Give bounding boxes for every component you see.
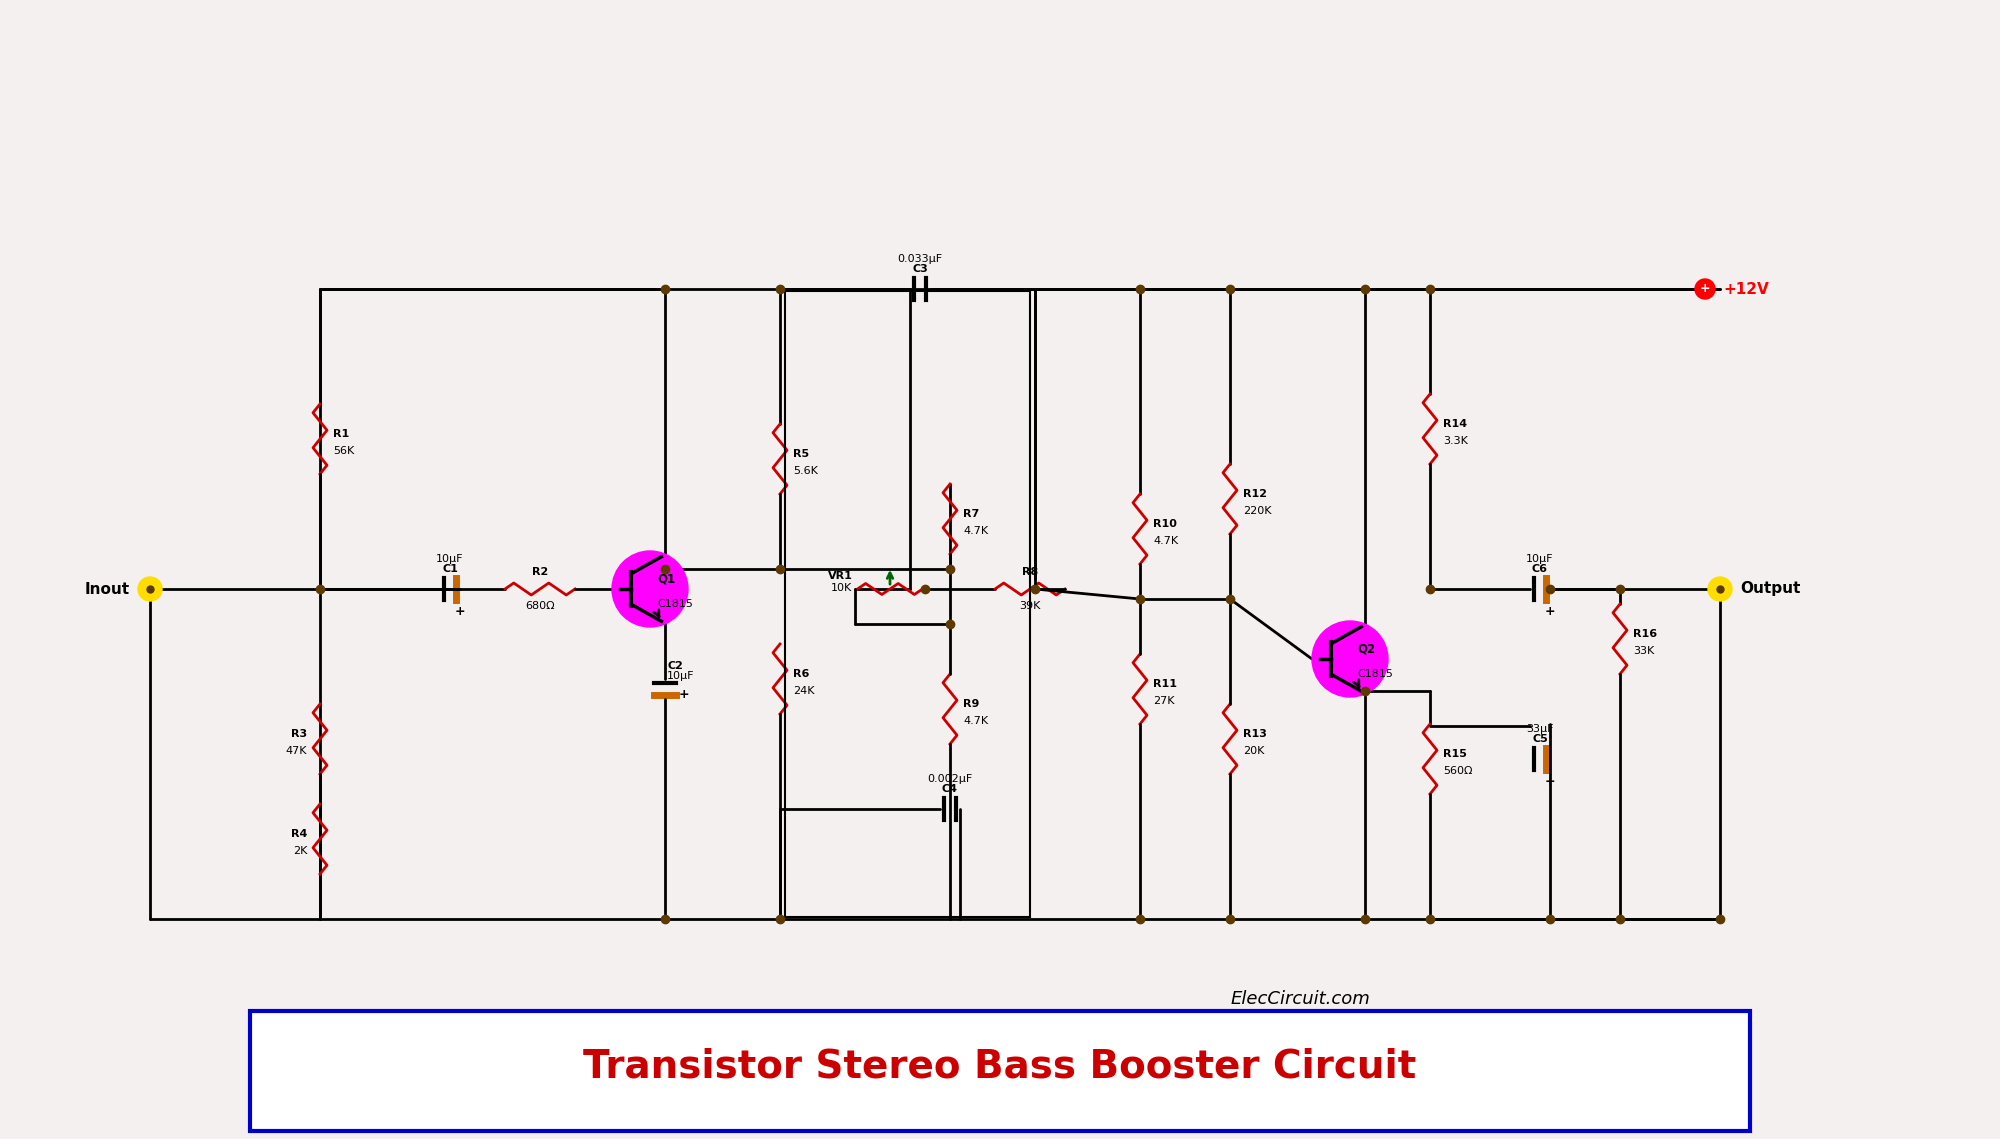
Text: Transistor Stereo Bass Booster Circuit: Transistor Stereo Bass Booster Circuit xyxy=(584,1048,1416,1085)
Text: R9: R9 xyxy=(964,699,980,708)
Text: R3: R3 xyxy=(290,729,308,739)
Text: C1: C1 xyxy=(442,564,458,574)
Text: +: + xyxy=(680,688,690,702)
Text: C1815: C1815 xyxy=(658,599,694,609)
Text: 560Ω: 560Ω xyxy=(1444,767,1472,776)
Text: C5: C5 xyxy=(1532,734,1548,744)
Text: R2: R2 xyxy=(532,567,548,577)
Text: 2K: 2K xyxy=(292,846,308,857)
Text: ElecCircuit.com: ElecCircuit.com xyxy=(1230,990,1370,1008)
Text: R8: R8 xyxy=(1022,567,1038,577)
Text: +12V: +12V xyxy=(1724,281,1768,296)
Text: 39K: 39K xyxy=(1020,601,1040,611)
Text: R11: R11 xyxy=(1152,679,1176,689)
Text: 33μF: 33μF xyxy=(1526,724,1554,734)
Text: C3: C3 xyxy=(912,264,928,274)
FancyBboxPatch shape xyxy=(250,1011,1750,1131)
Text: R16: R16 xyxy=(1632,629,1658,639)
Circle shape xyxy=(138,577,162,601)
Text: Inout: Inout xyxy=(84,582,130,597)
Text: 20K: 20K xyxy=(1244,746,1264,756)
Text: R5: R5 xyxy=(792,449,810,459)
Text: 0.033μF: 0.033μF xyxy=(898,254,942,264)
Text: 4.7K: 4.7K xyxy=(1152,536,1178,546)
Text: R12: R12 xyxy=(1244,489,1268,499)
Text: C2: C2 xyxy=(668,661,682,671)
Text: Output: Output xyxy=(1740,582,1800,597)
Text: VR1: VR1 xyxy=(828,571,852,581)
Text: 4.7K: 4.7K xyxy=(964,526,988,536)
Text: 10μF: 10μF xyxy=(1526,554,1554,564)
Text: 10K: 10K xyxy=(832,583,852,593)
Text: +: + xyxy=(454,605,466,618)
Text: Q1: Q1 xyxy=(658,572,676,585)
Circle shape xyxy=(1312,621,1388,697)
Circle shape xyxy=(1696,279,1716,300)
Text: 10μF: 10μF xyxy=(668,671,694,681)
Text: 4.7K: 4.7K xyxy=(964,716,988,726)
Text: 10μF: 10μF xyxy=(436,554,464,564)
Text: Q2: Q2 xyxy=(1358,642,1376,655)
Text: 27K: 27K xyxy=(1152,696,1174,706)
Text: C6: C6 xyxy=(1532,564,1548,574)
Text: 220K: 220K xyxy=(1244,506,1272,516)
Text: 5.6K: 5.6K xyxy=(792,466,818,476)
Text: 56K: 56K xyxy=(332,446,354,456)
Text: R4: R4 xyxy=(290,829,308,839)
Circle shape xyxy=(612,551,688,626)
Text: R7: R7 xyxy=(964,509,980,519)
Text: 33K: 33K xyxy=(1632,646,1654,656)
Text: 24K: 24K xyxy=(792,686,814,696)
Text: 3.3K: 3.3K xyxy=(1444,436,1468,446)
Text: 680Ω: 680Ω xyxy=(526,601,554,611)
Circle shape xyxy=(1708,577,1732,601)
Text: R14: R14 xyxy=(1444,419,1468,429)
Text: R13: R13 xyxy=(1244,729,1266,739)
Text: R1: R1 xyxy=(332,429,350,439)
Text: +: + xyxy=(1544,775,1556,788)
Text: R15: R15 xyxy=(1444,749,1466,759)
Text: 0.002μF: 0.002μF xyxy=(928,775,972,784)
Text: C1815: C1815 xyxy=(1358,669,1394,679)
Text: +: + xyxy=(1544,605,1556,618)
Text: R6: R6 xyxy=(792,669,810,679)
Text: +: + xyxy=(1700,282,1710,295)
Text: R10: R10 xyxy=(1152,519,1176,528)
Text: 47K: 47K xyxy=(286,746,308,756)
Text: C4: C4 xyxy=(942,784,958,794)
